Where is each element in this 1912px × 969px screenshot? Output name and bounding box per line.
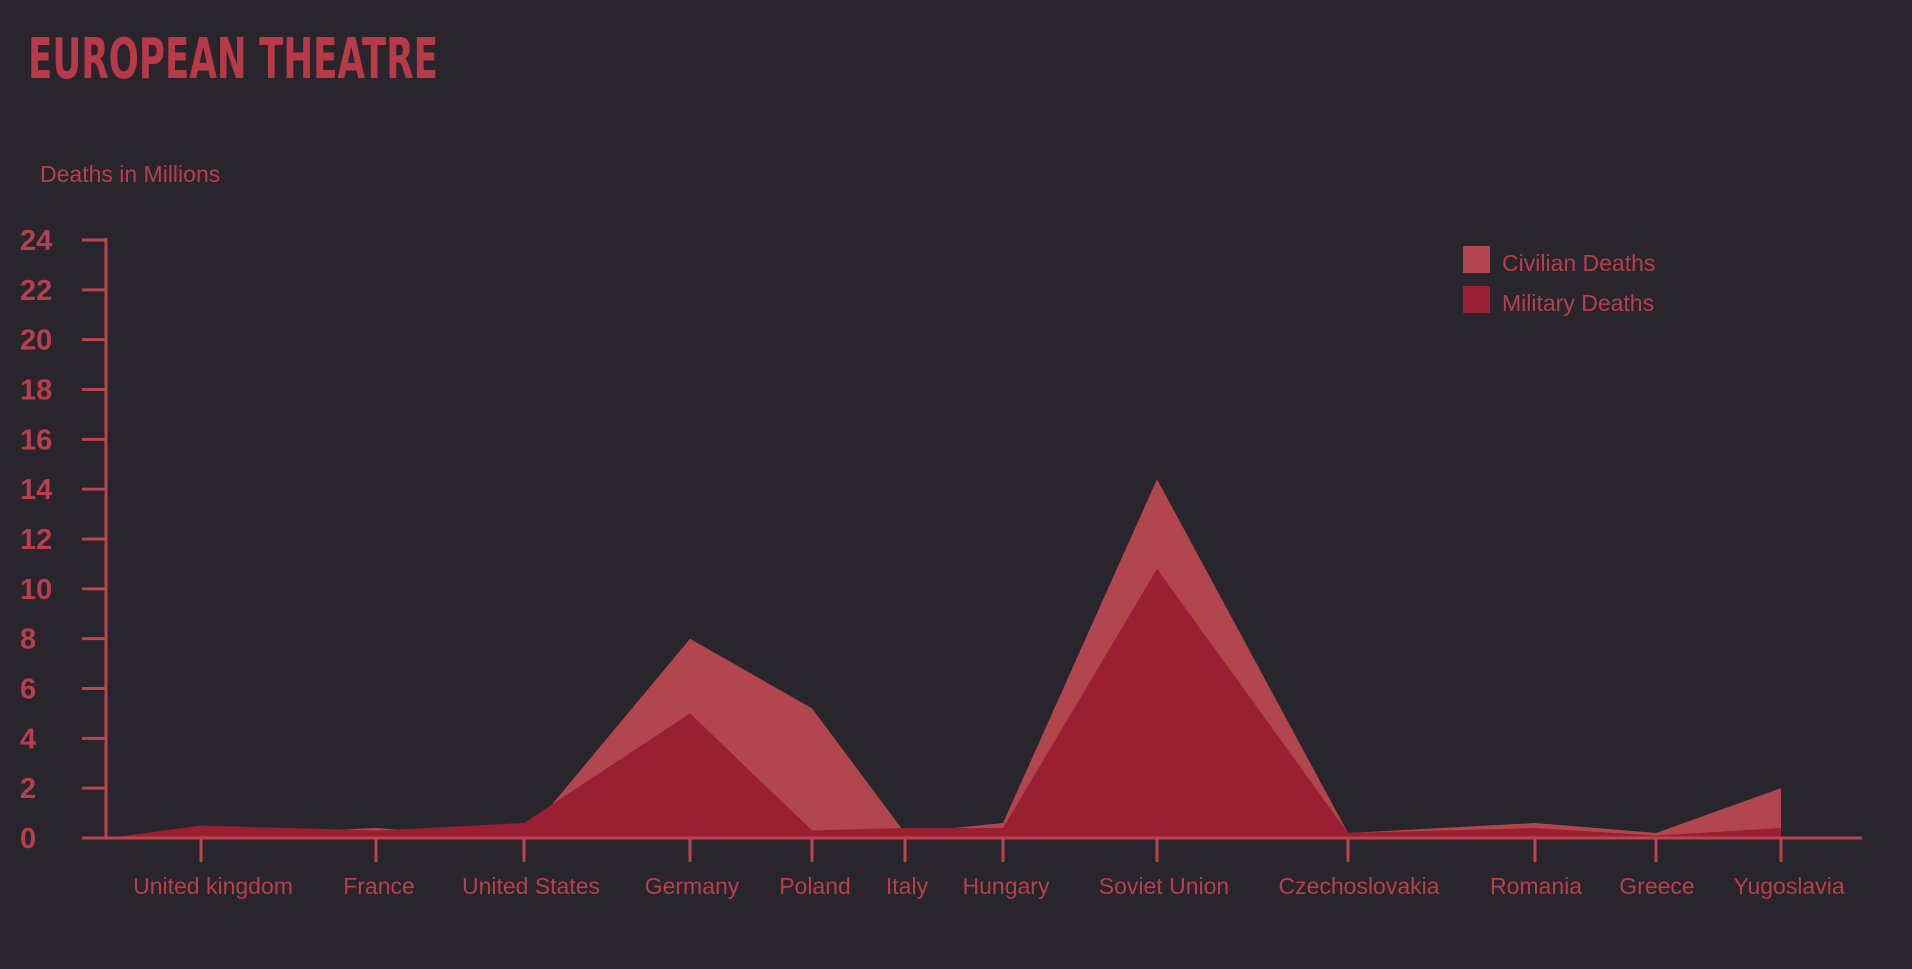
x-tick-label: Germany — [645, 873, 740, 899]
civilian-deaths-point — [1656, 833, 1657, 834]
civilian-deaths-point — [1535, 823, 1536, 824]
civilian-deaths-point — [1781, 788, 1782, 789]
military-deaths-point — [201, 825, 202, 826]
military-deaths-point — [1781, 828, 1782, 829]
military-deaths-point — [1157, 568, 1158, 569]
y-tick-label: 18 — [20, 375, 52, 407]
y-tick-label: 8 — [20, 624, 36, 656]
y-tick-label: 6 — [20, 674, 36, 706]
military-deaths-point — [524, 823, 525, 824]
military-deaths-area — [108, 568, 1781, 838]
military-deaths-point — [1656, 835, 1657, 836]
x-tick-label: United States — [462, 873, 600, 899]
military-deaths-point — [905, 828, 906, 829]
x-tick-label: Greece — [1619, 873, 1694, 899]
y-tick-label: 12 — [20, 524, 52, 556]
civilian-deaths-area — [108, 479, 1781, 838]
x-tick-label: Hungary — [963, 873, 1050, 899]
military-deaths-point — [1003, 828, 1004, 829]
civilian-deaths-point — [812, 708, 813, 709]
x-tick-label: Romania — [1490, 873, 1582, 899]
series-areas — [108, 479, 1782, 838]
legend: Civilian Deaths Military Deaths — [1463, 246, 1655, 316]
x-tick-label: Soviet Union — [1099, 873, 1229, 899]
x-tick-label: Poland — [779, 873, 851, 899]
legend-swatch — [1463, 286, 1490, 313]
civilian-deaths-point — [1003, 823, 1004, 824]
legend-label: Military Deaths — [1502, 290, 1654, 316]
legend-swatch — [1463, 246, 1490, 273]
x-tick-label: United kingdom — [133, 873, 293, 899]
y-tick-label: 24 — [20, 225, 52, 257]
x-tick-label: Italy — [886, 873, 929, 899]
y-tick-label: 16 — [20, 424, 52, 456]
civilian-deaths-point — [690, 638, 691, 639]
military-deaths-point — [1535, 828, 1536, 829]
y-tick-label: 14 — [20, 474, 52, 506]
y-axis-label: Deaths in Millions — [40, 161, 220, 187]
x-tick-label: France — [343, 873, 415, 899]
y-tick-label: 20 — [20, 325, 52, 357]
civilian-deaths-point — [376, 828, 377, 829]
x-tick-label: Yugoslavia — [1733, 873, 1844, 899]
military-deaths-point — [690, 713, 691, 714]
y-tick-label: 22 — [20, 275, 52, 307]
military-deaths-point — [376, 830, 377, 831]
chart-title: EUROPEAN THEATRE — [28, 27, 438, 92]
legend-label: Civilian Deaths — [1502, 250, 1655, 276]
y-tick-label: 4 — [20, 723, 36, 755]
x-tick-label: Czechoslovakia — [1278, 873, 1439, 899]
civilian-deaths-point — [1157, 479, 1158, 480]
military-deaths-point — [812, 830, 813, 831]
military-deaths-point — [1348, 833, 1349, 834]
y-tick-label: 2 — [20, 773, 36, 805]
y-tick-label: 0 — [20, 823, 36, 855]
y-tick-label: 10 — [20, 574, 52, 606]
